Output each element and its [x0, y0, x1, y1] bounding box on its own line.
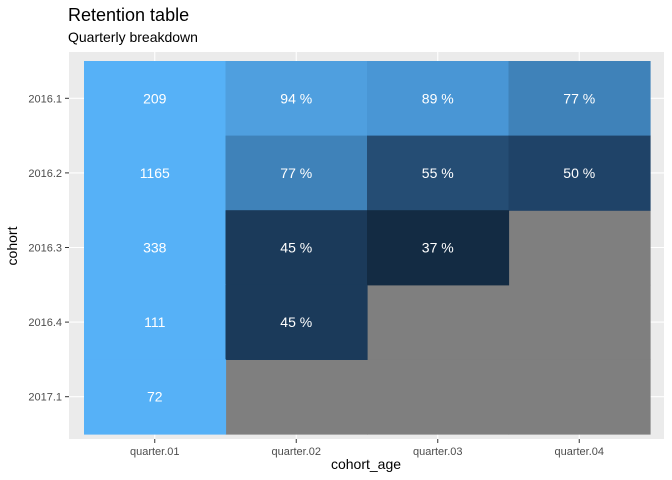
cell-label: 45 % [280, 314, 312, 330]
heatmap-cell [225, 135, 368, 211]
heatmap-cell [84, 284, 227, 360]
y-axis-title: cohort [4, 226, 20, 265]
cell-label: 77 % [280, 165, 312, 181]
cell-label: 209 [143, 90, 167, 106]
cell-label: 72 [147, 389, 163, 405]
heatmap-cell-empty [508, 284, 651, 360]
cell-label: 338 [143, 240, 167, 256]
x-tick-label: quarter.01 [130, 446, 180, 458]
heatmap-cell [225, 61, 368, 137]
heatmap-cell [367, 210, 510, 286]
y-tick-label: 2016.1 [28, 93, 62, 105]
heatmap-cell [508, 135, 651, 211]
chart-subtitle: Quarterly breakdown [68, 29, 198, 45]
y-tick-label: 2016.4 [28, 317, 62, 329]
heatmap-cell [225, 284, 368, 360]
cell-label: 89 % [422, 90, 454, 106]
cell-label: 55 % [422, 165, 454, 181]
x-axis-title: cohort_age [331, 456, 401, 472]
heatmap-cell-empty [225, 359, 368, 435]
heatmap-cell [367, 135, 510, 211]
heatmap-cell [84, 359, 227, 435]
cell-label: 45 % [280, 240, 312, 256]
y-tick-label: 2017.1 [28, 392, 62, 404]
x-tick-label: quarter.02 [271, 446, 321, 458]
heatmap-cell [84, 210, 227, 286]
cell-label: 94 % [280, 90, 312, 106]
heatmap-cell [508, 61, 651, 137]
y-tick-label: 2016.2 [28, 168, 62, 180]
heatmap-cell-empty [508, 359, 651, 435]
x-tick-label: quarter.04 [554, 446, 604, 458]
x-tick-label: quarter.03 [413, 446, 463, 458]
plot-panel: 209 94 % 89 % 77 % 1165 77 % 55 % 50 % 338 45 % 37… [28, 52, 664, 458]
chart-title: Retention table [68, 5, 189, 25]
cell-label: 77 % [563, 90, 595, 106]
heatmap-cell [84, 61, 227, 137]
heatmap-cell-empty [367, 284, 510, 360]
heatmap-cell [84, 135, 227, 211]
heatmap-cell-empty [508, 210, 651, 286]
y-tick-label: 2016.3 [28, 243, 62, 255]
cell-label: 50 % [563, 165, 595, 181]
cell-label: 37 % [422, 240, 454, 256]
cell-label: 111 [144, 314, 165, 330]
heatmap-cell [367, 61, 510, 137]
heatmap-cell [225, 210, 368, 286]
heatmap-cell-empty [367, 359, 510, 435]
cell-label: 1165 [140, 165, 170, 181]
